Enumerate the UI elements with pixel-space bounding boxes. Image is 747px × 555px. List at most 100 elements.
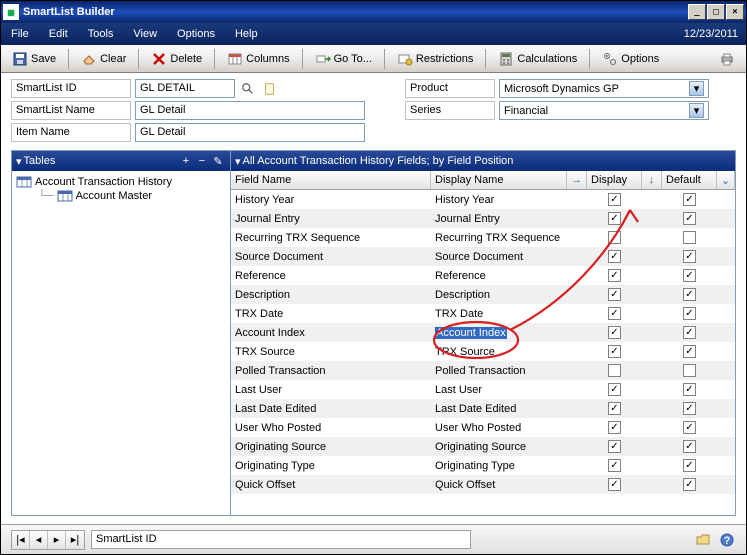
grid-row[interactable]: Last Date EditedLast Date Edited✓✓	[231, 399, 735, 418]
menu-tools[interactable]: Tools	[78, 23, 124, 45]
calculations-button[interactable]: Calculations	[491, 48, 584, 70]
col-expand[interactable]: ⌄	[717, 171, 735, 189]
columns-button[interactable]: Columns	[220, 48, 296, 70]
close-button[interactable]: ×	[726, 4, 744, 20]
col-display-chk[interactable]: Display	[587, 171, 642, 189]
menu-options[interactable]: Options	[167, 23, 225, 45]
nav-prev-button[interactable]: ◂	[30, 531, 48, 549]
checkbox[interactable]: ✓	[683, 193, 696, 206]
checkbox[interactable]: ✓	[683, 288, 696, 301]
checkbox[interactable]: ✓	[683, 250, 696, 263]
grid-row[interactable]: Recurring TRX SequenceRecurring TRX Sequ…	[231, 228, 735, 247]
note-button[interactable]	[261, 80, 279, 98]
grid-row[interactable]: History YearHistory Year✓✓	[231, 190, 735, 209]
col-default-chk[interactable]: Default	[662, 171, 717, 189]
checkbox[interactable]: ✓	[683, 402, 696, 415]
cell-field-name: Polled Transaction	[231, 361, 431, 380]
cell-display-name: Last User	[431, 380, 567, 399]
smartlist-id-input[interactable]: GL DETAIL	[135, 79, 235, 98]
checkbox[interactable]: ✓	[608, 402, 621, 415]
tables-tree[interactable]: Account Transaction History└─Account Mas…	[12, 171, 230, 515]
checkbox[interactable]: ✓	[683, 345, 696, 358]
checkbox[interactable]: ✓	[608, 307, 621, 320]
checkbox[interactable]: ✓	[608, 193, 621, 206]
checkbox[interactable]: ✓	[608, 345, 621, 358]
checkbox[interactable]: ✓	[683, 421, 696, 434]
checkbox[interactable]: ✓	[683, 307, 696, 320]
grid-row[interactable]: Account IndexAccount Index✓✓	[231, 323, 735, 342]
save-icon	[12, 51, 28, 67]
help-button[interactable]: ?	[718, 531, 736, 549]
grid-row[interactable]: DescriptionDescription✓✓	[231, 285, 735, 304]
grid-row[interactable]: Originating SourceOriginating Source✓✓	[231, 437, 735, 456]
grid-row[interactable]: Last UserLast User✓✓	[231, 380, 735, 399]
attach-button[interactable]	[694, 531, 712, 549]
tree-node[interactable]: Account Transaction History	[16, 175, 226, 189]
calculator-icon	[498, 51, 514, 67]
checkbox[interactable]: ✓	[608, 326, 621, 339]
checkbox[interactable]: ✓	[608, 212, 621, 225]
item-name-input[interactable]: GL Detail	[135, 123, 365, 142]
checkbox[interactable]: ✓	[683, 459, 696, 472]
checkbox[interactable]	[608, 364, 621, 377]
checkbox[interactable]: ✓	[683, 383, 696, 396]
restrictions-button[interactable]: Restrictions	[390, 48, 480, 70]
remove-table-button[interactable]: −	[194, 153, 210, 169]
menu-bar: File Edit Tools View Options Help 12/23/…	[1, 23, 746, 45]
minimize-button[interactable]: _	[688, 4, 706, 20]
smartlist-name-input[interactable]: GL Detail	[135, 101, 365, 120]
menu-view[interactable]: View	[123, 23, 167, 45]
checkbox[interactable]: ✓	[608, 288, 621, 301]
clear-button[interactable]: Clear	[74, 48, 133, 70]
print-button[interactable]	[712, 48, 742, 70]
checkbox[interactable]: ✓	[683, 212, 696, 225]
col-arrow[interactable]: →	[567, 171, 587, 189]
grid-body[interactable]: History YearHistory Year✓✓Journal EntryJ…	[231, 190, 735, 515]
tree-node[interactable]: └─Account Master	[16, 189, 226, 203]
menu-file[interactable]: File	[1, 23, 39, 45]
product-select[interactable]: Microsoft Dynamics GP ▾	[499, 79, 709, 98]
save-button[interactable]: Save	[5, 48, 63, 70]
checkbox[interactable]: ✓	[608, 269, 621, 282]
lookup-button[interactable]	[239, 80, 257, 98]
grid-row[interactable]: TRX DateTRX Date✓✓	[231, 304, 735, 323]
goto-button[interactable]: Go To...	[308, 48, 379, 70]
checkbox[interactable]: ✓	[683, 440, 696, 453]
menu-edit[interactable]: Edit	[39, 23, 78, 45]
checkbox[interactable]: ✓	[608, 250, 621, 263]
options-button[interactable]: Options	[595, 48, 666, 70]
grid-row[interactable]: ReferenceReference✓✓	[231, 266, 735, 285]
checkbox[interactable]: ✓	[608, 383, 621, 396]
grid-row[interactable]: User Who PostedUser Who Posted✓✓	[231, 418, 735, 437]
col-arrow2[interactable]: ↓	[642, 171, 662, 189]
checkbox[interactable]: ✓	[608, 478, 621, 491]
edit-table-button[interactable]: ✎	[210, 153, 226, 169]
sort-field-display[interactable]: SmartList ID	[91, 530, 471, 549]
checkbox[interactable]: ✓	[608, 440, 621, 453]
checkbox[interactable]: ✓	[608, 459, 621, 472]
checkbox[interactable]: ✓	[683, 326, 696, 339]
col-field-name[interactable]: Field Name	[231, 171, 431, 189]
nav-first-button[interactable]: |◂	[12, 531, 30, 549]
menu-help[interactable]: Help	[225, 23, 268, 45]
grid-row[interactable]: Quick OffsetQuick Offset✓✓	[231, 475, 735, 494]
nav-next-button[interactable]: ▸	[48, 531, 66, 549]
checkbox[interactable]: ✓	[683, 478, 696, 491]
col-display-name[interactable]: Display Name	[431, 171, 567, 189]
nav-last-button[interactable]: ▸|	[66, 531, 84, 549]
series-select[interactable]: Financial ▾	[499, 101, 709, 120]
checkbox[interactable]	[608, 231, 621, 244]
note-icon	[263, 82, 277, 96]
checkbox[interactable]: ✓	[683, 269, 696, 282]
grid-row[interactable]: Journal EntryJournal Entry✓✓	[231, 209, 735, 228]
checkbox[interactable]: ✓	[608, 421, 621, 434]
checkbox[interactable]	[683, 364, 696, 377]
add-table-button[interactable]: +	[178, 153, 194, 169]
grid-row[interactable]: Originating TypeOriginating Type✓✓	[231, 456, 735, 475]
grid-row[interactable]: Source DocumentSource Document✓✓	[231, 247, 735, 266]
checkbox[interactable]	[683, 231, 696, 244]
grid-row[interactable]: Polled TransactionPolled Transaction	[231, 361, 735, 380]
delete-button[interactable]: Delete	[144, 48, 209, 70]
grid-row[interactable]: TRX SourceTRX Source✓✓	[231, 342, 735, 361]
maximize-button[interactable]: □	[707, 4, 725, 20]
